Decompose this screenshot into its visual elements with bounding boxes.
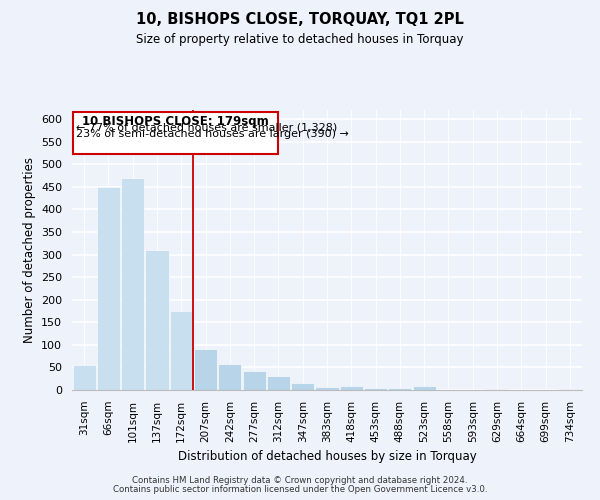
Bar	[97, 187, 120, 390]
Bar	[291, 383, 314, 390]
X-axis label: Distribution of detached houses by size in Torquay: Distribution of detached houses by size …	[178, 450, 476, 463]
Bar	[364, 388, 387, 390]
Bar	[340, 386, 363, 390]
Bar	[242, 371, 266, 390]
Text: 10 BISHOPS CLOSE: 179sqm: 10 BISHOPS CLOSE: 179sqm	[82, 116, 269, 128]
Text: ← 77% of detached houses are smaller (1,328): ← 77% of detached houses are smaller (1,…	[76, 122, 337, 132]
Bar	[194, 350, 217, 390]
Bar	[73, 365, 95, 390]
Bar	[559, 388, 581, 390]
Bar	[485, 388, 509, 390]
Y-axis label: Number of detached properties: Number of detached properties	[23, 157, 35, 343]
Text: Contains public sector information licensed under the Open Government Licence v3: Contains public sector information licen…	[113, 485, 487, 494]
Bar	[413, 386, 436, 390]
Bar	[218, 364, 241, 390]
Bar	[170, 311, 193, 390]
Text: 10, BISHOPS CLOSE, TORQUAY, TQ1 2PL: 10, BISHOPS CLOSE, TORQUAY, TQ1 2PL	[136, 12, 464, 28]
Text: Contains HM Land Registry data © Crown copyright and database right 2024.: Contains HM Land Registry data © Crown c…	[132, 476, 468, 485]
FancyBboxPatch shape	[73, 112, 278, 154]
Bar	[388, 388, 412, 390]
Text: Size of property relative to detached houses in Torquay: Size of property relative to detached ho…	[136, 32, 464, 46]
Bar	[267, 376, 290, 390]
Bar	[316, 387, 338, 390]
Text: 23% of semi-detached houses are larger (390) →: 23% of semi-detached houses are larger (…	[76, 128, 349, 138]
Bar	[121, 178, 144, 390]
Bar	[145, 250, 169, 390]
